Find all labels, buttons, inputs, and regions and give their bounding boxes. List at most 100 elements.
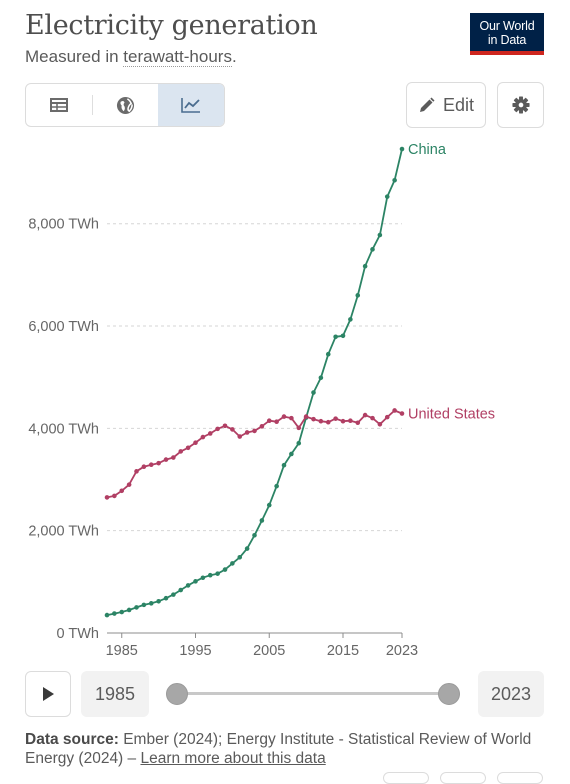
tab-table[interactable] <box>26 84 92 126</box>
data-point-united-states <box>244 430 250 435</box>
data-point-united-states <box>207 431 213 436</box>
data-point-china <box>281 462 287 468</box>
data-point-united-states <box>141 464 147 470</box>
data-point-china <box>104 612 110 618</box>
data-point-united-states <box>252 428 257 434</box>
timeline-end-year[interactable]: 2023 <box>478 671 544 717</box>
data-point-united-states <box>296 425 302 431</box>
data-point-china <box>362 263 368 269</box>
data-point-united-states <box>230 427 235 432</box>
data-point-china <box>377 232 383 238</box>
data-point-united-states <box>222 423 228 429</box>
data-point-china <box>340 333 346 339</box>
data-point-china <box>237 554 243 560</box>
owid-logo[interactable]: Our World in Data <box>470 13 544 55</box>
gear-icon <box>511 96 530 114</box>
data-point-china <box>333 334 338 340</box>
data-point-china <box>244 546 250 551</box>
table-icon <box>50 98 68 112</box>
view-tabs <box>25 83 225 127</box>
data-point-china <box>384 194 390 199</box>
data-point-united-states <box>303 414 309 419</box>
data-point-united-states <box>156 460 161 466</box>
data-point-united-states <box>185 445 191 451</box>
timeline-start-handle[interactable] <box>166 683 188 705</box>
pencil-icon <box>419 97 435 112</box>
data-point-united-states <box>340 418 346 424</box>
series-label-united-states: United States <box>408 407 495 423</box>
chart-title: Electricity generation <box>25 10 318 41</box>
data-point-china <box>215 571 220 576</box>
data-point-china <box>126 607 132 613</box>
timeline-end-handle[interactable] <box>438 683 460 705</box>
data-point-united-states <box>333 416 338 421</box>
footer-download-button[interactable] <box>383 772 429 784</box>
data-point-china <box>259 518 265 523</box>
play-button[interactable] <box>25 671 71 717</box>
data-point-china <box>207 572 213 578</box>
data-point-china <box>325 351 331 357</box>
data-point-united-states <box>325 419 331 425</box>
data-point-united-states <box>370 415 375 421</box>
data-point-china <box>112 611 117 616</box>
subtitle-suffix: . <box>231 47 237 66</box>
series-label-china: China <box>408 142 447 158</box>
data-point-united-states <box>384 414 390 420</box>
data-point-china <box>289 451 294 457</box>
data-point-china <box>119 609 125 615</box>
data-point-united-states <box>377 421 383 427</box>
timeline-start-year[interactable]: 1985 <box>81 671 149 717</box>
data-point-united-states <box>119 488 125 494</box>
data-point-united-states <box>281 414 287 419</box>
logo-line-2: in Data <box>487 33 527 47</box>
data-point-china <box>296 440 302 446</box>
data-point-china <box>311 390 316 395</box>
unit-definition-link[interactable]: terawatt-hours <box>123 47 232 67</box>
tab-chart[interactable] <box>158 84 224 126</box>
data-point-united-states <box>311 416 316 422</box>
data-point-china <box>274 483 279 489</box>
data-point-united-states <box>134 469 139 474</box>
edit-button[interactable]: Edit <box>406 82 486 128</box>
subtitle-prefix: Measured in <box>25 47 124 66</box>
timeline-track[interactable] <box>177 692 449 695</box>
line-chart: 0 TWh 2,000 TWh 4,000 TWh 6,000 TWh 8,000 TW… <box>28 142 495 659</box>
data-point-united-states <box>318 418 324 424</box>
y-tick-label: 2,000 TWh <box>28 524 99 540</box>
data-point-united-states <box>362 412 368 418</box>
data-point-china <box>392 177 397 183</box>
data-point-china <box>178 587 184 593</box>
data-point-china <box>230 561 235 566</box>
data-point-united-states <box>126 482 132 487</box>
data-point-china <box>141 602 147 608</box>
data-point-china <box>370 247 375 252</box>
data-point-china <box>134 605 139 610</box>
play-icon <box>43 687 54 701</box>
data-point-united-states <box>193 440 198 445</box>
data-point-united-states <box>171 455 176 460</box>
data-point-united-states <box>200 434 206 440</box>
data-point-united-states <box>104 495 110 500</box>
settings-button[interactable] <box>497 82 544 128</box>
data-point-china <box>318 375 324 381</box>
x-tick-label: 1985 <box>106 643 138 659</box>
data-point-united-states <box>178 449 184 454</box>
edit-button-label: Edit <box>442 94 475 115</box>
x-tick-label: 2005 <box>253 643 285 659</box>
tab-map[interactable] <box>92 84 158 126</box>
logo-line-1: Our World <box>479 19 535 33</box>
source-text: Ember (2024); Energy Institute - Statist… <box>25 731 532 767</box>
learn-more-link[interactable]: Learn more about this data <box>140 750 326 767</box>
data-point-china <box>171 592 176 597</box>
y-tick-label: 0 TWh <box>57 626 99 642</box>
footer-share-button[interactable] <box>440 772 486 784</box>
line-chart-icon <box>181 98 200 113</box>
data-point-united-states <box>348 418 353 423</box>
data-point-united-states <box>215 426 220 432</box>
data-point-china <box>156 598 161 604</box>
chart-subtitle: Measured in terawatt-hours. <box>25 47 237 67</box>
data-point-united-states <box>274 419 279 425</box>
data-point-united-states <box>355 420 361 426</box>
footer-expand-button[interactable] <box>497 772 543 784</box>
x-tick-label: 1995 <box>179 643 211 659</box>
